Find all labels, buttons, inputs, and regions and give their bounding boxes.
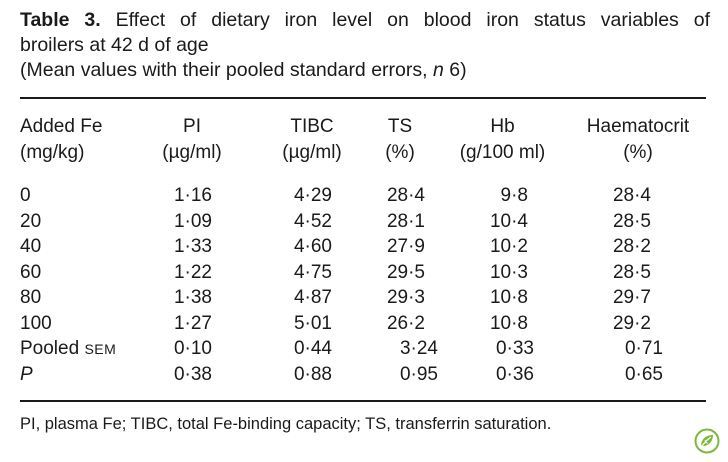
cell-haematocrit: 0·71 [624, 338, 663, 359]
cell-p-label: P [20, 363, 33, 385]
cell-pi: 0·10 [173, 338, 212, 359]
table-row-p-value: P 0·38 0·88 0·95 0·36 0·65 [0, 362, 728, 387]
header-hb-line2: (g/100 ml) [459, 142, 546, 163]
cell-tibc: 4·52 [293, 210, 332, 232]
table-footnote: PI, plasma Fe; TIBC, total Fe-binding ca… [20, 415, 552, 433]
leaf-logo-icon [694, 428, 720, 454]
header-ts: TS (%) [370, 114, 430, 166]
cell-added-fe: 60 [20, 261, 42, 283]
cell-pi: 1·38 [173, 287, 212, 308]
header-hb-line1: Hb [490, 116, 515, 137]
header-hb: Hb (g/100 ml) [445, 114, 560, 166]
cell-ts: 0·95 [399, 363, 438, 385]
table-title-line-1: Effect of dietary iron level on blood ir… [115, 9, 710, 31]
cell-added-fe: 80 [20, 287, 42, 308]
header-haematocrit-line2: (%) [623, 142, 653, 163]
header-tibc-line1: TIBC [290, 116, 334, 137]
cell-tibc: 4·29 [293, 185, 332, 206]
cell-tibc: 4·60 [293, 236, 332, 257]
header-pi: PI (µg/ml) [142, 114, 242, 166]
cell-haematocrit: 0·65 [624, 363, 663, 385]
caption-line-1: Table 3. Effect of dietary iron level on… [20, 8, 710, 33]
header-added-fe-line1: Added Fe [20, 116, 103, 137]
cell-tibc: 4·75 [293, 261, 332, 283]
cell-ts: 26·2 [386, 312, 425, 334]
table-row: 80 1·38 4·87 29·3 10·8 29·7 [0, 285, 728, 310]
header-tibc-line2: (µg/ml) [282, 142, 342, 163]
header-ts-line1: TS [387, 116, 413, 137]
header-ts-line2: (%) [385, 142, 415, 163]
header-haematocrit: Haematocrit (%) [570, 114, 706, 166]
cell-pi: 1·16 [173, 185, 212, 206]
cell-added-fe: 100 [20, 312, 52, 334]
cell-hb: 10·4 [489, 210, 528, 232]
cell-haematocrit: 28·4 [612, 185, 651, 206]
table-row-pooled-sem: Pooled SEM 0·10 0·44 3·24 0·33 0·71 [0, 336, 728, 361]
header-added-fe-line2: (mg/kg) [20, 142, 85, 163]
table-top-rule [20, 97, 706, 99]
cell-added-fe: 40 [20, 236, 42, 257]
cell-tibc: 0·44 [293, 338, 332, 359]
cell-haematocrit: 29·7 [612, 287, 651, 308]
cell-pooled-sem-label: Pooled SEM [20, 336, 116, 362]
table-row: 0 1·16 4·29 28·4 9·8 28·4 [0, 183, 728, 208]
table-row: 100 1·27 5·01 26·2 10·8 29·2 [0, 311, 728, 336]
subtitle-prefix: (Mean values with their pooled standard … [20, 59, 433, 81]
header-pi-line2: (µg/ml) [162, 142, 222, 163]
subtitle-n: n [432, 59, 444, 81]
table-label: Table 3. [20, 9, 101, 31]
cell-ts: 28·1 [386, 210, 425, 232]
cell-ts: 27·9 [386, 236, 425, 257]
header-haematocrit-line1: Haematocrit [586, 116, 690, 137]
cell-hb: 10·3 [489, 261, 528, 283]
header-added-fe: Added Fe (mg/kg) [20, 114, 102, 166]
cell-pi: 0·38 [173, 363, 212, 385]
table-row: 60 1·22 4·75 29·5 10·3 28·5 [0, 260, 728, 285]
cell-hb: 9·8 [500, 185, 528, 206]
cell-tibc: 5·01 [293, 312, 332, 334]
cell-ts: 29·5 [386, 261, 425, 283]
subtitle-suffix: 6) [443, 59, 467, 81]
cell-added-fe: 0 [20, 185, 31, 206]
cell-pi: 1·22 [173, 261, 212, 283]
cell-tibc: 4·87 [293, 287, 332, 308]
cell-hb: 10·2 [489, 236, 528, 257]
header-tibc: TIBC (µg/ml) [262, 114, 362, 166]
cell-haematocrit: 28·5 [612, 210, 651, 232]
table-row: 20 1·09 4·52 28·1 10·4 28·5 [0, 209, 728, 234]
table-subtitle: (Mean values with their pooled standard … [20, 58, 710, 83]
cell-added-fe: 20 [20, 210, 42, 232]
cell-pi: 1·09 [173, 210, 212, 232]
cell-hb: 0·36 [495, 363, 534, 385]
cell-pi: 1·33 [173, 236, 212, 257]
table-row: 40 1·33 4·60 27·9 10·2 28·2 [0, 234, 728, 259]
cell-haematocrit: 29·2 [612, 312, 651, 334]
header-pi-line1: PI [183, 116, 201, 137]
cell-pi: 1·27 [173, 312, 212, 334]
table-caption: Table 3. Effect of dietary iron level on… [20, 8, 710, 83]
cell-tibc: 0·88 [293, 363, 332, 385]
cell-hb: 10·8 [489, 287, 528, 308]
cell-hb: 10·8 [489, 312, 528, 334]
cell-hb: 0·33 [495, 338, 534, 359]
cell-ts: 3·24 [399, 338, 438, 359]
table-title-line-2: broilers at 42 d of age [20, 34, 209, 56]
sem-label: SEM [84, 341, 117, 357]
cell-ts: 28·4 [386, 185, 425, 206]
pooled-label: Pooled [20, 338, 85, 359]
table-bottom-rule [20, 400, 706, 402]
cell-haematocrit: 28·2 [612, 236, 651, 257]
cell-haematocrit: 28·5 [612, 261, 651, 283]
cell-ts: 29·3 [386, 287, 425, 308]
